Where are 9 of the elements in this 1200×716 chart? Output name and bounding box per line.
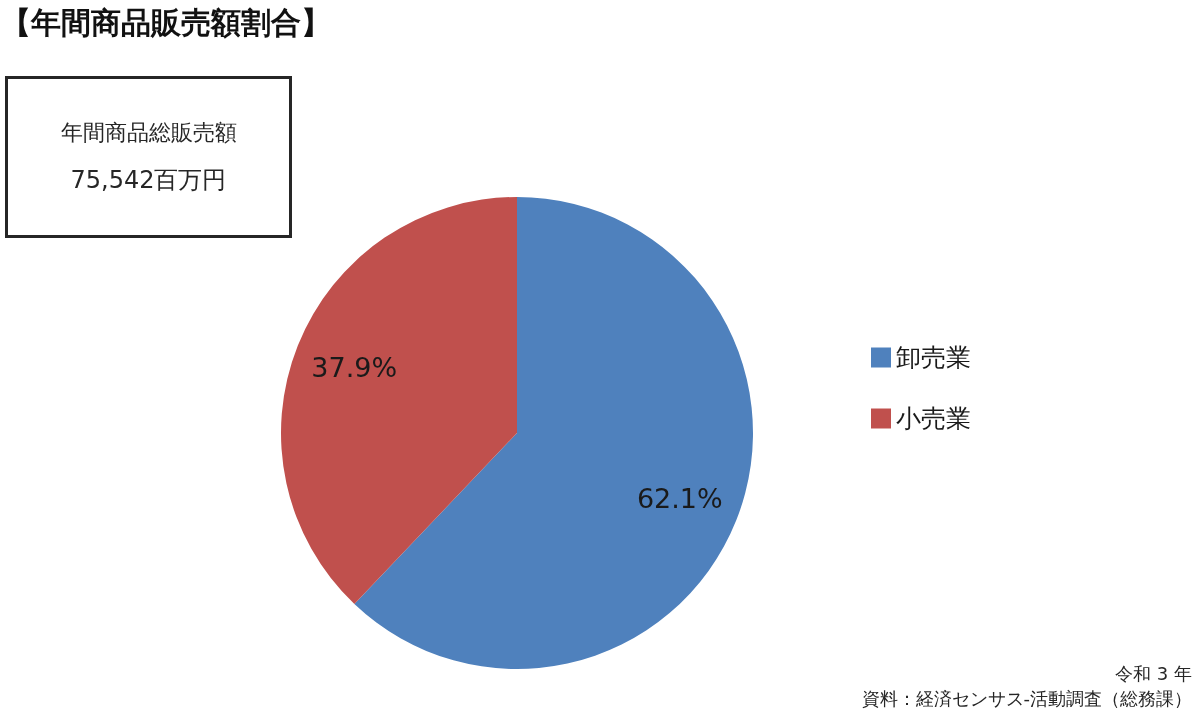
text: 令和 3 年 <box>1115 662 1192 686</box>
text: 年間商品総販売額 <box>59 119 238 147</box>
legend-label: 小売業 <box>896 404 971 433</box>
text: 75,542百万円 <box>69 165 228 196</box>
data-label: 62.1% <box>636 482 723 514</box>
text: 資料：経済センサス-活動調査（総務課） <box>861 687 1192 711</box>
data-label: 37.9% <box>311 352 398 384</box>
legend-label: 卸売業 <box>896 343 971 372</box>
chart-title: 【年間商品販売額割合】 <box>1 4 331 40</box>
